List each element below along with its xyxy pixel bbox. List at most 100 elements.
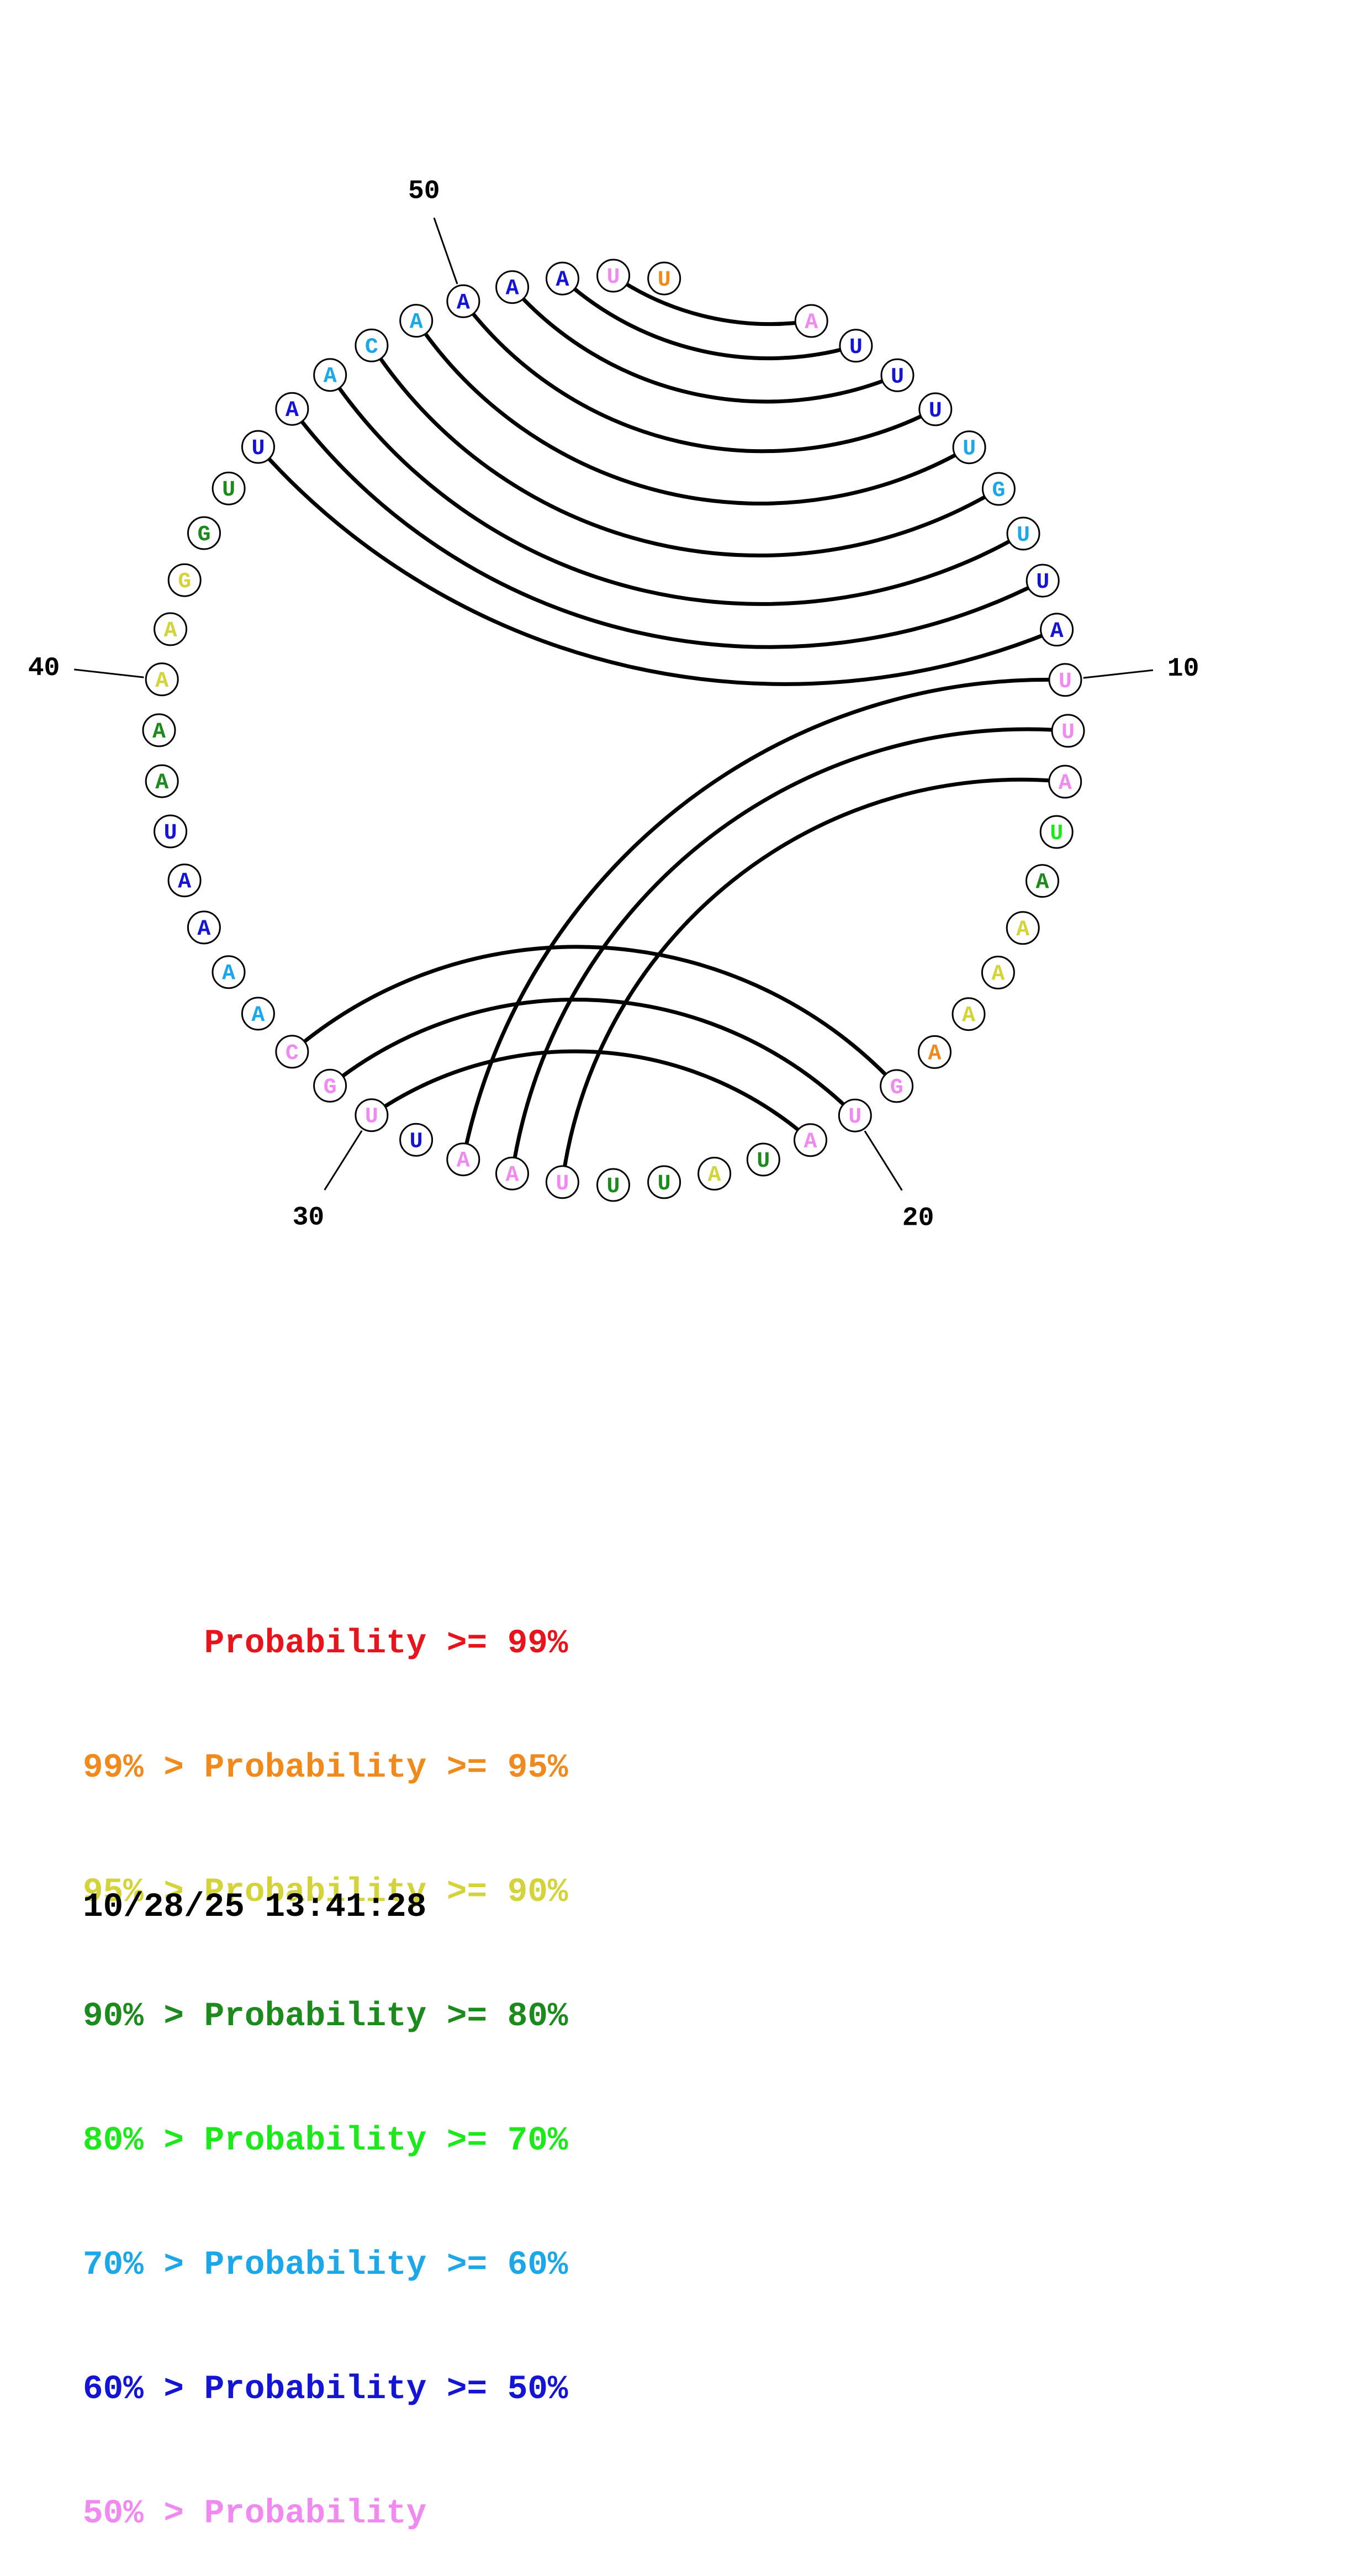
timestamp: 10/28/25 13:41:28 [83,1888,427,1926]
nucleotide-circle-42 [167,563,202,597]
nucleotide-circle-8 [1026,563,1060,598]
nucleotide-circle-27 [495,1156,529,1190]
nucleotide-circle-46 [275,392,309,426]
nucleotide-circle-48 [355,328,389,362]
nucleotide-base-4: U [929,399,942,424]
tick-label-20: 20 [902,1203,934,1233]
nucleotide-circle-32 [275,1035,309,1069]
legend-row-p99: Probability >= 99% [83,1625,568,1663]
nucleotide-base-44: U [222,478,235,503]
nucleotide-base-32: C [286,1041,299,1066]
nucleotide-circle-19 [880,1069,914,1103]
nucleotide-circle-22 [746,1142,780,1177]
nucleotide-47: A [313,358,347,392]
nucleotide-circle-31 [313,1068,347,1103]
nucleotide-53: U [596,259,631,293]
nucleotide-circle-1 [794,304,828,338]
tick-line-40 [74,668,144,678]
nucleotide-circle-17 [952,997,986,1031]
base-pair-arc-6-48 [369,344,1000,558]
tick-line-50 [433,217,458,285]
nucleotide-circle-51 [495,270,530,304]
nucleotide-circle-47 [313,358,347,392]
nucleotide-base-15: A [1016,918,1029,942]
nucleotide-base-37: U [164,821,177,846]
nucleotide-circle-14 [1026,864,1059,898]
nucleotide-5: U [952,430,986,465]
nucleotide-circle-28 [446,1142,480,1177]
nucleotide-circles: AUUUUGUUAUUAUAAAAAGUAUAUUUAAUUGCAAAAUAAA… [142,259,1085,1202]
nucleotide-base-50: A [457,291,470,315]
base-pair-arc-3-51 [510,286,898,404]
legend-row-p50: 60% > Probability >= 50% [83,2370,568,2409]
nucleotide-6: G [981,472,1016,506]
nucleotide-48: C [355,328,389,362]
probability-legend: Probability >= 99% 99% > Probability >= … [83,1540,568,2576]
nucleotide-circle-9 [1040,613,1074,647]
nucleotide-base-18: A [928,1041,941,1066]
nucleotide-circle-10 [1048,663,1082,697]
nucleotide-base-46: A [286,398,299,423]
nucleotide-32: C [275,1035,309,1069]
nucleotide-base-48: C [365,335,378,360]
nucleotide-52: A [546,261,579,296]
nucleotide-circle-16 [981,956,1015,989]
nucleotide-base-28: A [457,1149,470,1174]
nucleotide-base-2: U [849,335,863,360]
nucleotide-base-17: A [962,1004,975,1029]
nucleotide-base-21: A [804,1130,817,1155]
base-pair-arc-8-46 [290,408,1044,649]
nucleotide-base-34: A [222,962,235,987]
nucleotide-circle-5 [952,430,986,465]
nucleotide-circle-37 [154,814,188,849]
tick-line-30 [324,1130,363,1190]
nucleotide-base-23: A [708,1163,721,1188]
base-pair-arc-12-26 [560,777,1066,1183]
nucleotide-circle-49 [399,304,434,338]
nucleotide-circle-11 [1051,714,1085,748]
nucleotide-circle-15 [1006,911,1040,945]
nucleotide-29: U [399,1123,434,1157]
nucleotide-2: U [839,329,873,363]
nucleotide-base-7: U [1017,523,1030,548]
nucleotide-49: A [399,304,434,338]
nucleotide-base-24: U [658,1172,671,1197]
nucleotide-base-52: A [556,268,569,293]
nucleotide-19: G [880,1069,914,1103]
nucleotide-circle-36 [167,863,202,898]
nucleotide-circle-12 [1048,765,1082,799]
base-pair-arc-1-53 [612,274,812,326]
nucleotide-circle-53 [596,259,631,293]
nucleotide-circle-29 [399,1123,434,1157]
nucleotide-36: A [167,863,202,898]
nucleotide-circle-3 [880,358,915,392]
nucleotide-base-10: U [1059,670,1072,694]
nucleotide-base-9: A [1050,619,1064,644]
base-pair-arc-9-45 [256,445,1058,686]
base-pair-arc-20-31 [329,998,857,1117]
nucleotide-base-38: A [155,771,168,796]
nucleotide-26: U [545,1165,579,1199]
nucleotide-35: A [187,910,221,945]
base-pair-arc-5-49 [414,319,970,505]
nucleotide-51: A [495,270,530,304]
tick-line-10 [1083,669,1154,679]
nucleotide-base-6: G [992,478,1005,503]
base-pair-arc-19-32 [290,945,898,1088]
nucleotide-41: A [154,612,188,646]
nucleotide-8: U [1026,563,1060,598]
nucleotide-circle-21 [794,1123,827,1157]
nucleotide-10: U [1048,663,1082,697]
nucleotide-24: U [647,1165,681,1199]
legend-row-p80: 90% > Probability >= 80% [83,1998,568,2036]
nucleotide-circle-41 [154,612,188,646]
nucleotide-1: A [794,304,828,338]
nucleotide-base-16: A [991,962,1005,987]
legend-row-plow: 50% > Probability [83,2495,427,2533]
nucleotide-54: U [647,261,681,296]
nucleotide-base-3: U [891,365,904,389]
nucleotide-base-26: U [556,1172,569,1197]
nucleotide-45: U [241,430,275,464]
nucleotide-base-27: A [505,1163,519,1188]
